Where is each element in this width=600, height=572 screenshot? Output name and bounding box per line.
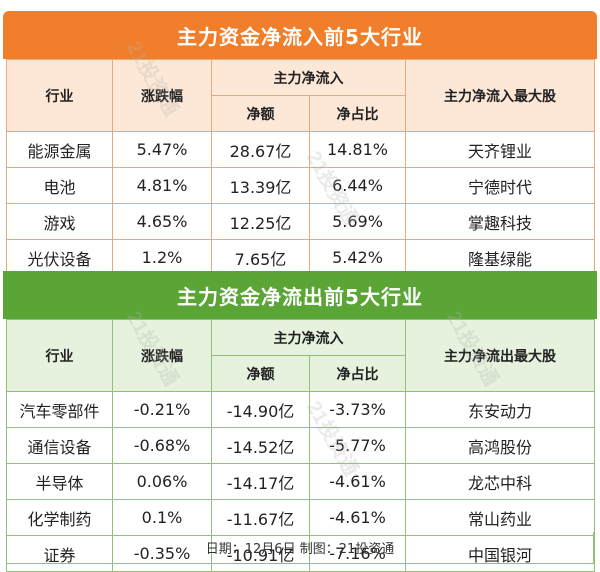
outflow-title: 主力资金净流出前5大行业	[3, 271, 597, 319]
header-industry: 行业	[6, 59, 113, 132]
cell-net-amount: -14.52亿	[211, 427, 310, 464]
cell-net-amount: -14.17亿	[211, 463, 310, 500]
cell-change: -0.68%	[112, 427, 212, 464]
outflow-table: 行业 涨跌幅 主力净流入 主力净流出最大股 净额 净占比 汽车零部件 -0.21%…	[6, 319, 595, 572]
table-row: 能源金属 5.47% 28.67亿 14.81% 天齐锂业	[6, 131, 595, 168]
cell-industry: 能源金属	[6, 131, 113, 168]
table-row: 证券 -0.35% -10.91亿 -7.16% 中国银河	[6, 535, 595, 572]
header-main-flow: 主力净流入	[211, 59, 406, 96]
cell-change: 0.1%	[112, 499, 212, 536]
cell-net-amount: 7.65亿	[211, 239, 310, 276]
infographic: 主力资金净流入前5大行业 行业 涨跌幅 主力净流入 主力净流入最大股 净额 净占…	[3, 3, 597, 572]
table-row: 半导体 0.06% -14.17亿 -4.61% 龙芯中科	[6, 463, 595, 500]
header-change: 涨跌幅	[112, 59, 212, 132]
header-industry: 行业	[6, 319, 113, 392]
cell-net-ratio: 5.42%	[309, 239, 406, 276]
cell-net-amount: 12.25亿	[211, 203, 310, 240]
cell-top-stock: 高鸿股份	[405, 427, 595, 464]
cell-net-ratio: -4.61%	[309, 463, 406, 500]
cell-change: 0.06%	[112, 463, 212, 500]
cell-top-stock: 东安动力	[405, 391, 595, 428]
inflow-title: 主力资金净流入前5大行业	[3, 11, 597, 59]
cell-net-amount: -14.90亿	[211, 391, 310, 428]
cell-net-ratio: 14.81%	[309, 131, 406, 168]
cell-industry: 通信设备	[6, 427, 113, 464]
footer-caption: 日期：12月6日 制图：21投资通	[6, 532, 594, 564]
header-change: 涨跌幅	[112, 319, 212, 392]
table-row: 电池 4.81% 13.39亿 6.44% 宁德时代	[6, 167, 595, 204]
cell-industry: 电池	[6, 167, 113, 204]
header-net-ratio: 净占比	[309, 95, 406, 132]
cell-net-ratio: 5.69%	[309, 203, 406, 240]
cell-change: -0.35%	[112, 535, 212, 572]
table-row: 化学制药 0.1% -11.67亿 -4.61% 常山药业	[6, 499, 595, 536]
cell-top-stock: 常山药业	[405, 499, 595, 536]
header-top-stock: 主力净流出最大股	[405, 319, 595, 392]
table-row: 游戏 4.65% 12.25亿 5.69% 掌趣科技	[6, 203, 595, 240]
cell-change: 5.47%	[112, 131, 212, 168]
cell-change: 4.65%	[112, 203, 212, 240]
header-net-amount: 净额	[211, 355, 310, 392]
header-main-flow: 主力净流入	[211, 319, 406, 356]
cell-net-amount: 13.39亿	[211, 167, 310, 204]
cell-top-stock: 掌趣科技	[405, 203, 595, 240]
header-net-amount: 净额	[211, 95, 310, 132]
cell-industry: 汽车零部件	[6, 391, 113, 428]
table-row: 光伏设备 1.2% 7.65亿 5.42% 隆基绿能	[6, 239, 595, 276]
cell-industry: 游戏	[6, 203, 113, 240]
table-row: 汽车零部件 -0.21% -14.90亿 -3.73% 东安动力	[6, 391, 595, 428]
cell-top-stock: 中国银河	[405, 535, 595, 572]
cell-net-amount: -11.67亿	[211, 499, 310, 536]
header-net-ratio: 净占比	[309, 355, 406, 392]
header-top-stock: 主力净流入最大股	[405, 59, 595, 132]
cell-net-ratio: -3.73%	[309, 391, 406, 428]
cell-top-stock: 隆基绿能	[405, 239, 595, 276]
cell-top-stock: 天齐锂业	[405, 131, 595, 168]
table-row: 通信设备 -0.68% -14.52亿 -5.77% 高鸿股份	[6, 427, 595, 464]
cell-net-ratio: -4.61%	[309, 499, 406, 536]
cell-net-ratio: 6.44%	[309, 167, 406, 204]
cell-industry: 化学制药	[6, 499, 113, 536]
cell-industry: 半导体	[6, 463, 113, 500]
cell-net-ratio: -7.16%	[309, 535, 406, 572]
cell-net-ratio: -5.77%	[309, 427, 406, 464]
cell-net-amount: 28.67亿	[211, 131, 310, 168]
cell-change: -0.21%	[112, 391, 212, 428]
cell-top-stock: 龙芯中科	[405, 463, 595, 500]
outflow-rows: 汽车零部件 -0.21% -14.90亿 -3.73% 东安动力 通信设备 -0.68% -1…	[6, 391, 595, 572]
cell-top-stock: 宁德时代	[405, 167, 595, 204]
cell-change: 4.81%	[112, 167, 212, 204]
